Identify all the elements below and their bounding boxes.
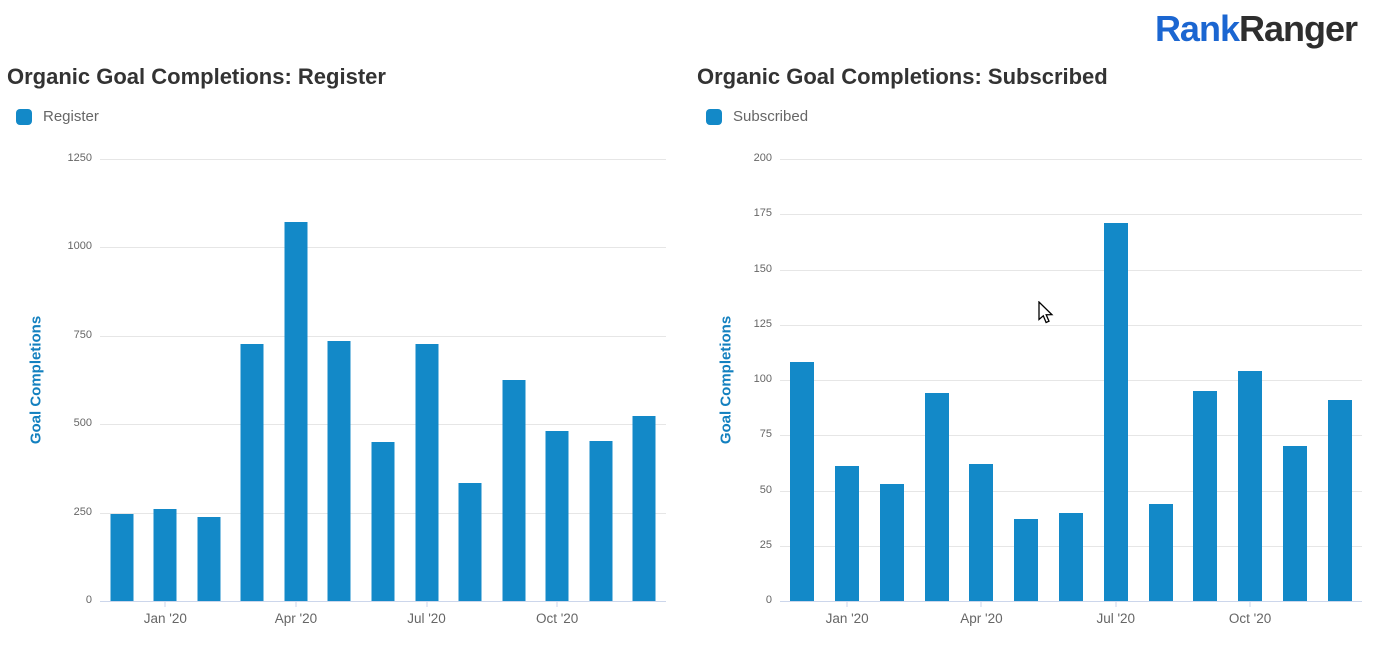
bar[interactable]	[197, 517, 221, 601]
gridline	[100, 159, 666, 160]
bar[interactable]	[1059, 512, 1083, 601]
bar[interactable]	[415, 344, 439, 601]
y-tick-label: 1000	[67, 240, 92, 253]
chart-title: Organic Goal Completions: Subscribed	[697, 64, 1108, 89]
legend-swatch-icon	[16, 108, 32, 125]
x-tick-label: Apr '20	[274, 611, 318, 626]
y-tick-label: 100	[753, 373, 772, 385]
gridline	[100, 247, 666, 249]
gridline	[100, 424, 666, 426]
bar[interactable]	[632, 416, 656, 601]
y-tick-label: 50	[759, 483, 772, 496]
y-tick-label: 75	[759, 428, 772, 441]
plot-area: 0 25 50 75 100 125 150 175 200 Jan '20 Apr '20 Jul …	[754, 152, 1362, 626]
y-tick-label: 125	[753, 317, 772, 330]
bar[interactable]	[1282, 446, 1307, 601]
y-tick-label: 0	[85, 594, 92, 606]
bar[interactable]	[924, 393, 949, 601]
bar[interactable]	[835, 466, 860, 601]
chart-register: Organic Goal Completions: Register Regis…	[0, 62, 672, 647]
gridline	[780, 159, 1362, 160]
x-tick-label: Jul '20	[1096, 611, 1136, 626]
y-tick-label: 750	[73, 328, 92, 341]
x-tick-mark	[164, 601, 166, 607]
gridline	[780, 380, 1362, 381]
bar[interactable]	[589, 441, 613, 601]
gridline	[780, 324, 1362, 326]
legend-swatch-icon	[706, 108, 722, 125]
logo-text-dark: Ranger	[1238, 8, 1358, 49]
bar[interactable]	[327, 341, 351, 601]
legend-label: Register	[43, 108, 99, 125]
bar[interactable]	[790, 362, 815, 601]
gridline	[780, 269, 1362, 271]
y-tick-label: 250	[73, 505, 92, 518]
bar[interactable]	[458, 482, 482, 601]
x-tick-mark	[556, 601, 558, 607]
x-tick-mark	[1115, 601, 1117, 607]
legend-item-register[interactable]: Register	[16, 108, 99, 125]
logo-text-blue: Rank	[1154, 8, 1240, 49]
plot-area: 0 250 500 750 1000 1250 Jan '20 Apr '20 Jul '20 O…	[68, 152, 666, 626]
bar[interactable]	[1238, 371, 1263, 601]
bar[interactable]	[1103, 223, 1128, 601]
gridline	[780, 490, 1362, 492]
y-tick-label: 500	[73, 417, 92, 430]
legend-item-subscribed[interactable]: Subscribed	[706, 108, 808, 125]
bar[interactable]	[284, 221, 308, 601]
bar[interactable]	[153, 508, 177, 601]
bar[interactable]	[1014, 519, 1039, 601]
y-tick-label: 0	[765, 594, 772, 606]
x-tick-mark	[295, 601, 297, 607]
bar[interactable]	[502, 380, 526, 601]
y-tick-label: 150	[753, 262, 772, 275]
gridline	[780, 435, 1362, 437]
bar[interactable]	[371, 441, 395, 601]
x-tick-label: Oct '20	[535, 611, 579, 626]
x-tick-mark	[1249, 601, 1251, 607]
bar[interactable]	[1327, 399, 1352, 601]
x-tick-mark	[980, 601, 982, 607]
bar[interactable]	[1193, 391, 1218, 601]
x-tick-mark	[426, 601, 428, 607]
rankranger-logo[interactable]: RankRanger	[1154, 8, 1358, 50]
x-tick-label: Apr '20	[960, 611, 1003, 626]
bar[interactable]	[1148, 503, 1173, 601]
chart-title: Organic Goal Completions: Register	[7, 64, 386, 89]
gridline	[780, 214, 1362, 216]
bar[interactable]	[240, 343, 264, 601]
x-tick-label: Jan '20	[143, 611, 187, 626]
y-tick-label: 25	[759, 538, 772, 551]
y-tick-label: 175	[753, 207, 772, 220]
x-tick-label: Jul '20	[407, 611, 446, 626]
x-tick-label: Oct '20	[1228, 611, 1272, 626]
bar[interactable]	[879, 483, 904, 601]
y-tick-label: 200	[753, 152, 772, 164]
x-tick-label: Jan '20	[825, 611, 869, 626]
gridline	[100, 335, 666, 337]
bar[interactable]	[969, 463, 994, 601]
chart-subscribed: Organic Goal Completions: Subscribed Sub…	[690, 62, 1373, 647]
y-tick-label: 1250	[67, 152, 92, 164]
x-tick-mark	[846, 601, 848, 607]
bar[interactable]	[110, 514, 134, 601]
legend-label: Subscribed	[733, 108, 809, 125]
bar[interactable]	[545, 430, 569, 601]
